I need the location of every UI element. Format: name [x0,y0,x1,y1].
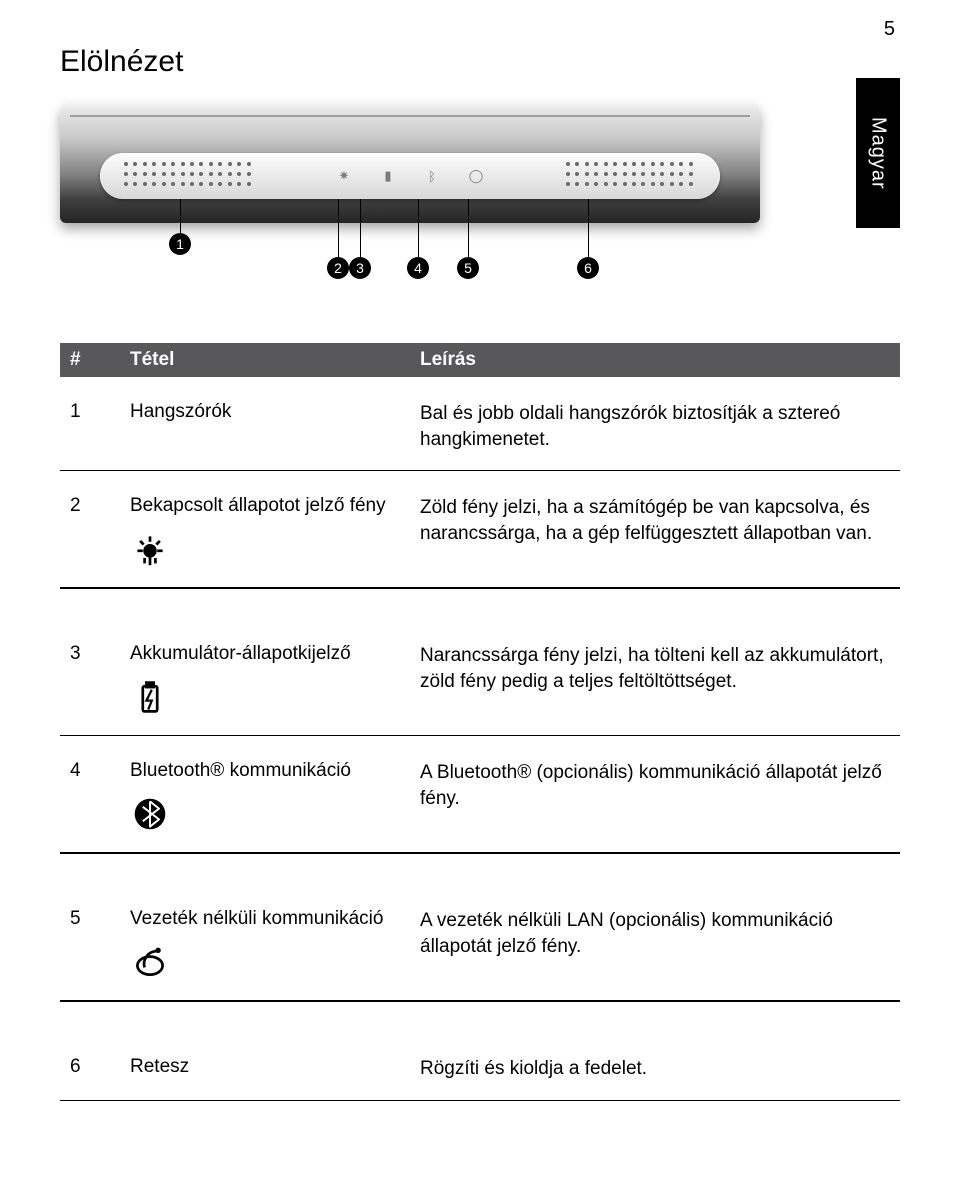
row-number: 3 [60,643,120,717]
table-header: # Tétel Leírás [60,343,900,377]
row-item-label: Bekapcsolt állapotot jelző fény [130,495,400,517]
row-item: Akkumulátor-állapotkijelző [120,643,410,717]
callout-line [360,199,361,257]
row-item-label: Retesz [130,1056,400,1078]
callout-dot: 3 [349,257,371,279]
row-number: 5 [60,908,120,982]
power-light-icon [130,529,170,569]
callout-dot: 2 [327,257,349,279]
callout-3: 3 [349,199,371,279]
callout-1: 1 [169,199,191,255]
speaker-grill-right [566,162,696,190]
row-item: Hangszórók [120,401,410,452]
language-tab: Magyar [856,78,900,228]
bluetooth-icon: ᛒ [425,169,439,183]
row-desc: Narancssárga fény jelzi, ha tölteni kell… [410,643,900,717]
parts-table: # Tétel Leírás 1 Hangszórók Bal és jobb ol… [60,343,900,1101]
page-title: Elölnézet [60,45,900,79]
callout-dot: 5 [457,257,479,279]
callout-layer: 123456 [60,199,760,293]
callout-5: 5 [457,199,479,279]
lid-seam [70,115,750,117]
col-header-item: Tétel [120,343,410,377]
callout-4: 4 [407,199,429,279]
bluetooth-icon [130,794,170,834]
col-header-number: # [60,343,120,377]
wifi-icon: ◯ [469,169,483,183]
row-desc: A vezeték nélküli LAN (opcionális) kommu… [410,908,900,982]
callout-2: 2 [327,199,349,279]
callout-line [418,199,419,257]
laptop-front-figure: ✷ ▮ ᛒ ◯ 123456 [60,103,760,293]
row-number: 1 [60,401,120,452]
row-item-label: Akkumulátor-állapotkijelző [130,643,400,665]
row-item: Vezeték nélküli kommunikáció [120,908,410,982]
indicator-glyphs: ✷ ▮ ᛒ ◯ [337,169,483,183]
row-item-label: Bluetooth® kommunikáció [130,760,400,782]
row-number: 6 [60,1056,120,1082]
callout-6: 6 [577,199,599,279]
callout-dot: 6 [577,257,599,279]
row-desc: Rögzíti és kioldja a fedelet. [410,1056,900,1082]
table-row: 5 Vezeték nélküli kommunikáció A vezeték n… [60,884,900,1002]
power-light-icon: ✷ [337,169,351,183]
table-row: 2 Bekapcsolt állapotot jelző fény Zöld fén… [60,471,900,589]
row-desc: A Bluetooth® (opcionális) kommunikáció á… [410,760,900,834]
row-number: 2 [60,495,120,569]
col-header-desc: Leírás [410,343,900,377]
row-item-label: Hangszórók [130,401,400,423]
callout-line [338,199,339,257]
table-row: 3 Akkumulátor-állapotkijelző Narancssárga … [60,619,900,736]
callout-line [180,199,181,233]
row-desc: Bal és jobb oldali hangszórók biztosítjá… [410,401,900,452]
language-tab-label: Magyar [867,117,890,190]
callout-dot: 4 [407,257,429,279]
speaker-grill-left [124,162,254,190]
table-row: 1 Hangszórók Bal és jobb oldali hangszórók… [60,377,900,471]
battery-icon: ▮ [381,169,395,183]
row-item: Bluetooth® kommunikáció [120,760,410,834]
table-row: 6 Retesz Rögzíti és kioldja a fedelet. [60,1032,900,1101]
table-row: 4 Bluetooth® kommunikáció A Bluetooth® (op… [60,736,900,854]
row-item: Retesz [120,1056,410,1082]
row-item: Bekapcsolt állapotot jelző fény [120,495,410,569]
row-item-label: Vezeték nélküli kommunikáció [130,908,400,930]
wifi-icon [130,942,170,982]
page-number: 5 [884,18,895,41]
row-number: 4 [60,760,120,834]
battery-icon [130,677,170,717]
callout-line [588,199,589,257]
row-desc: Zöld fény jelzi, ha a számítógép be van … [410,495,900,569]
indicator-bar: ✷ ▮ ᛒ ◯ [100,153,720,199]
callout-line [468,199,469,257]
callout-dot: 1 [169,233,191,255]
